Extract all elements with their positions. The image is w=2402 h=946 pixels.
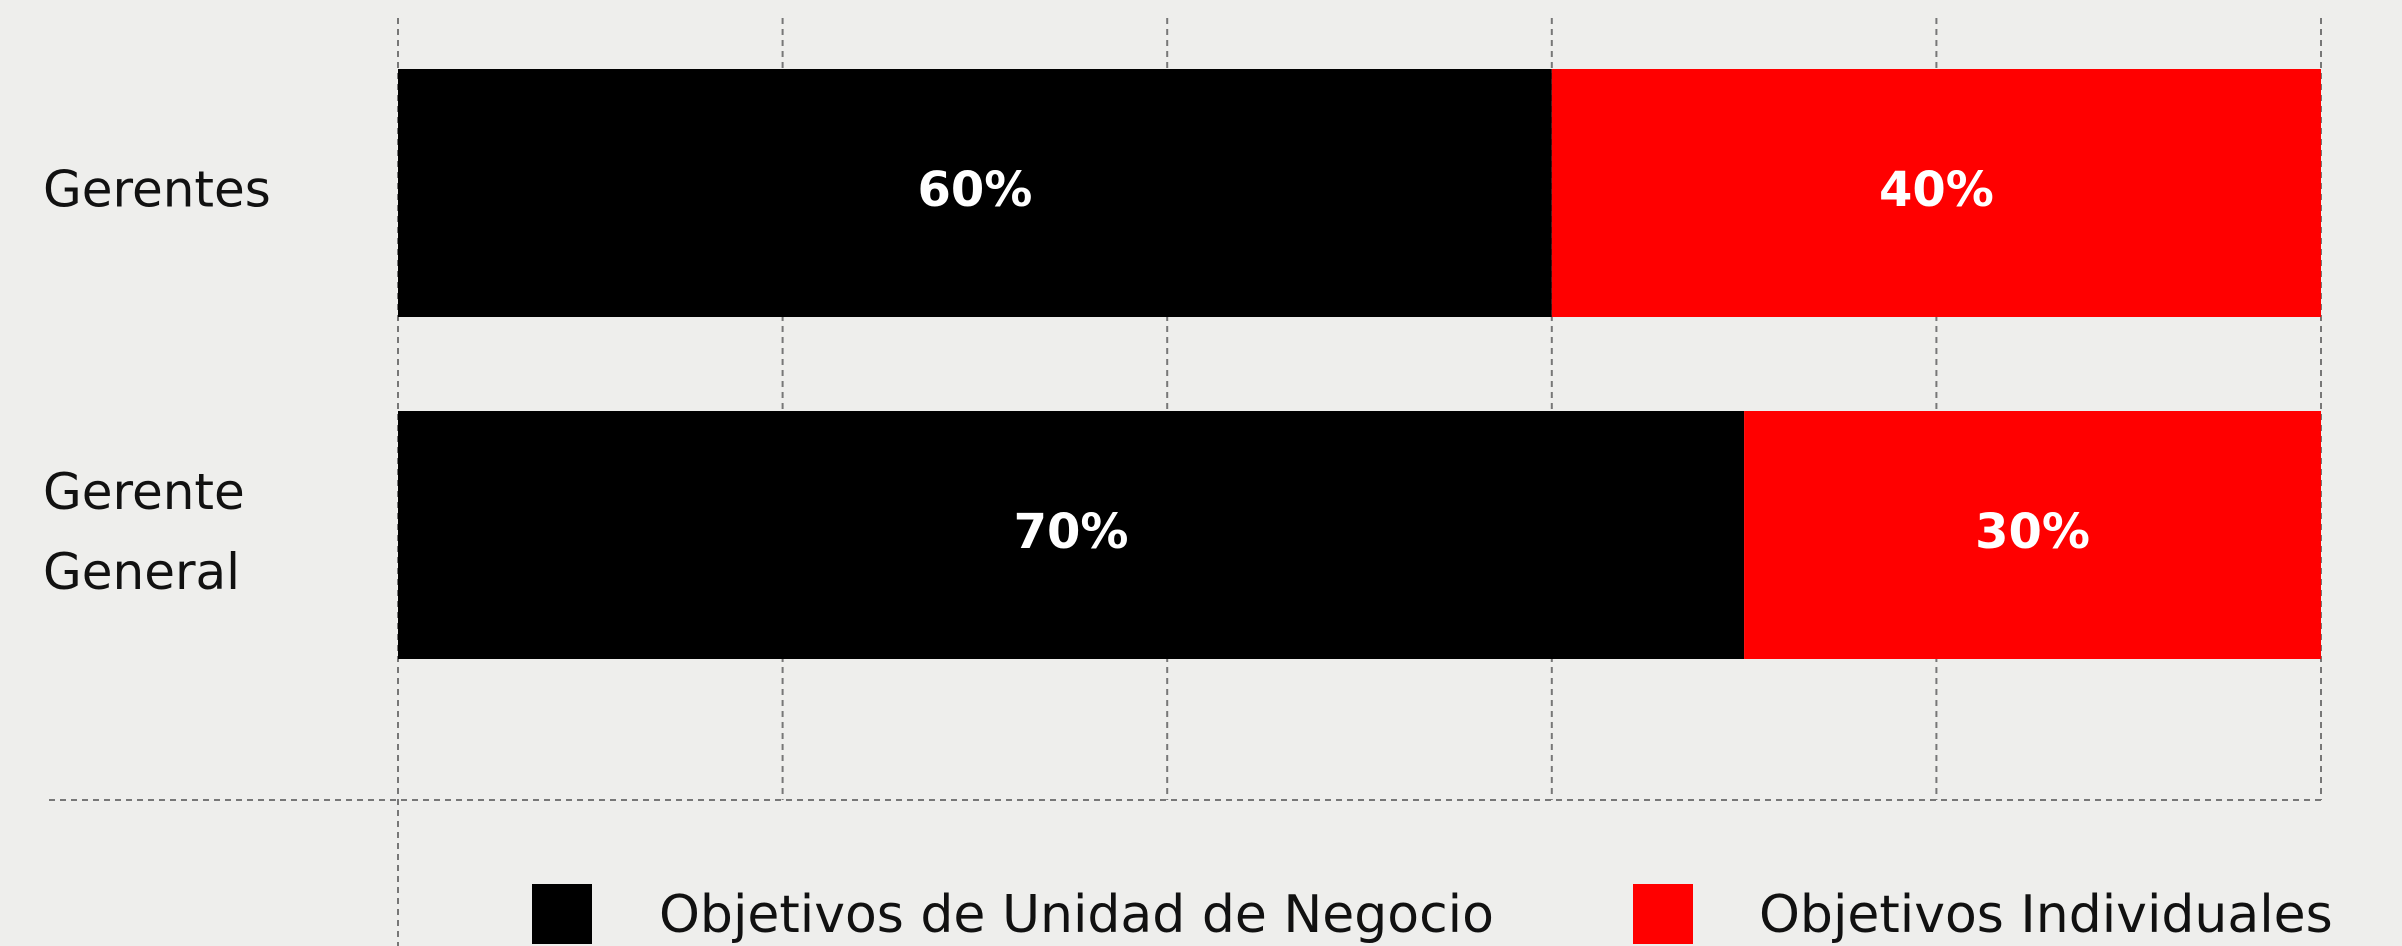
legend-label: Objetivos de Unidad de Negocio: [659, 885, 1494, 945]
legend-label: Objetivos Individuales: [1759, 885, 2333, 945]
legend-swatch: [532, 884, 592, 944]
bar-segment: [398, 69, 1552, 317]
bar-segment: [1551, 69, 2321, 317]
bar-segment: [398, 411, 1745, 659]
y-tick-label: Gerente General: [43, 463, 245, 601]
data-label: 70%: [1014, 504, 1129, 560]
data-label: 60%: [917, 162, 1032, 218]
data-label: 40%: [1879, 162, 1994, 218]
data-label: 30%: [1975, 504, 2090, 560]
legend-swatch: [1633, 884, 1693, 944]
y-tick-label: Gerentes: [43, 161, 271, 219]
bar-segment: [1744, 411, 2321, 659]
